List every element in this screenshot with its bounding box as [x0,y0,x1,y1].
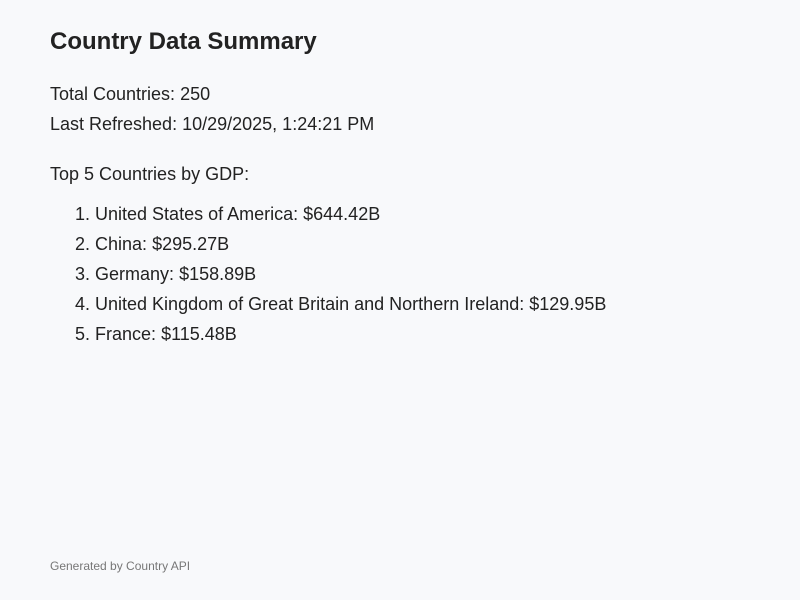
list-item-rank: 2. [74,234,90,254]
total-countries-label: Total Countries: [50,84,176,104]
list-item-rank: 5. [74,324,90,344]
footer-text: Generated by Country API [50,559,191,573]
list-item-rank: 4. [74,294,90,314]
list-item-country: Germany [95,264,170,284]
list-item: 1. United States of America: $644.42B [50,203,606,233]
list-item: 4. United Kingdom of Great Britain and N… [50,293,606,323]
last-refreshed-label: Last Refreshed: [50,114,178,134]
list-item-country: China [95,234,143,254]
last-refreshed-value: 10/29/2025, 1:24:21 PM [182,114,375,134]
list-item-gdp: $295.27B [152,234,230,254]
list-item-gdp: $158.89B [179,264,257,284]
top-gdp-heading: Top 5 Countries by GDP: [50,164,250,184]
list-item-rank: 3. [74,264,90,284]
list-item-gdp: $129.95B [529,294,607,314]
list-item-gdp: $644.42B [303,204,381,224]
total-countries-value: 250 [180,84,211,104]
list-item: 2. China: $295.27B [50,233,606,263]
list-item-country: France [95,324,152,344]
list-item-country: United Kingdom of Great Britain and Nort… [95,294,520,314]
last-refreshed: Last Refreshed: 10/29/2025, 1:24:21 PM [50,113,374,135]
page-title: Country Data Summary [50,28,317,55]
list-item-gdp: $115.48B [161,324,237,344]
list-item-country: United States of America [95,204,294,224]
list-item: 5. France: $115.48B [50,323,606,353]
list-item: 3. Germany: $158.89B [50,263,606,293]
total-countries: Total Countries: 250 [50,83,210,105]
list-item-rank: 1. [74,204,90,224]
top-gdp-list: 1. United States of America: $644.42B 2.… [50,203,606,353]
